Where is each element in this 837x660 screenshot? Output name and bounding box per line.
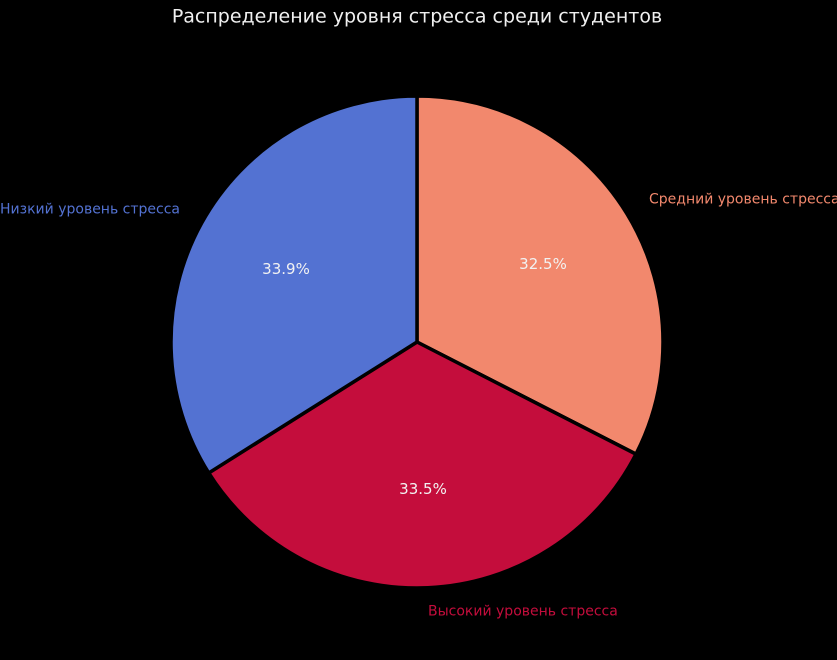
percent-label-high-stress: 33.5% bbox=[399, 480, 447, 498]
pie-slice-medium-stress bbox=[415, 94, 665, 457]
percent-label-low-stress: 33.9% bbox=[262, 260, 310, 278]
slice-label-low-stress: Низкий уровень стресса bbox=[0, 201, 180, 218]
percent-label-medium-stress: 32.5% bbox=[519, 255, 567, 273]
pie-slice-high-stress bbox=[206, 339, 639, 590]
chart-title: Распределение уровня стресса среди студе… bbox=[171, 5, 663, 28]
pie-slice-low-stress bbox=[169, 94, 419, 476]
slice-label-medium-stress: Средний уровень стресса bbox=[649, 191, 837, 208]
slice-label-high-stress: Высокий уровень стресса bbox=[428, 603, 618, 620]
